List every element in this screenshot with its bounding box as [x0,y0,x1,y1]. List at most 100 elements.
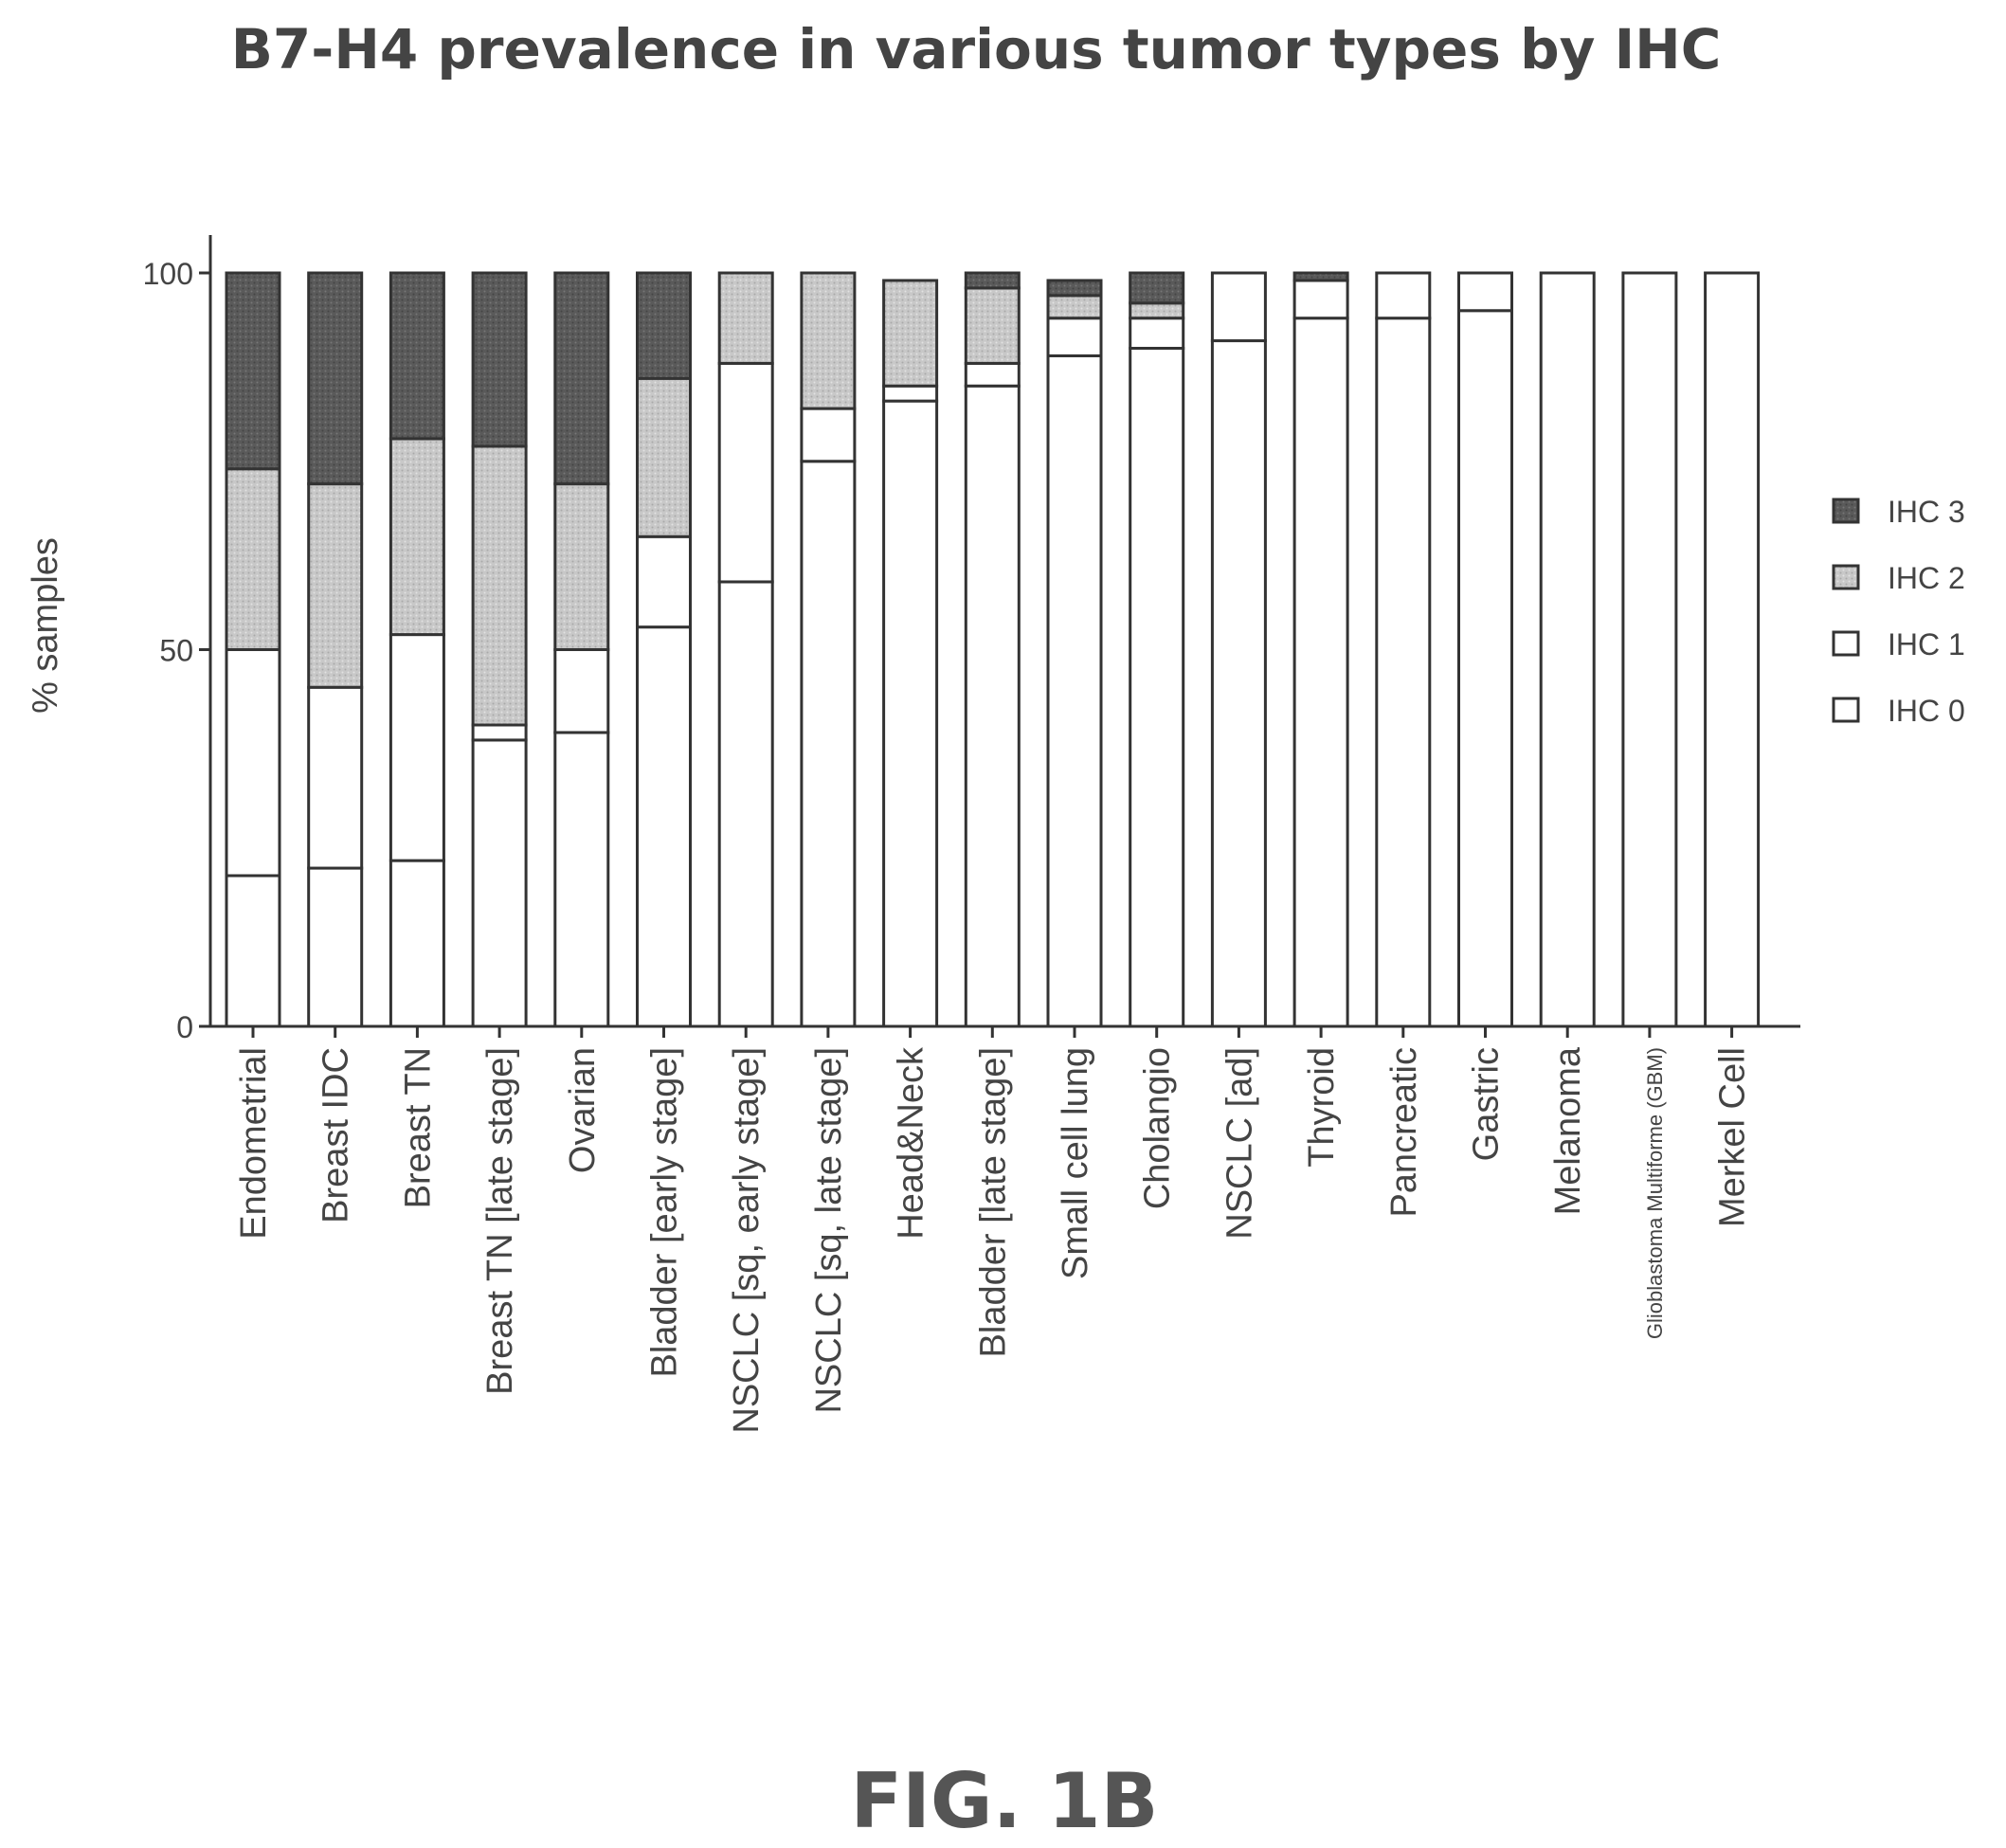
bar-segment-ihc-3 [307,271,364,486]
bar-segment-ihc-1 [471,723,528,742]
bar-segment-ihc-3 [553,271,610,486]
bar-segment-ihc-0 [471,738,528,1028]
bar-segment-ihc-0 [1704,271,1761,1028]
bar-stack [1704,271,1761,1028]
bar-stack [553,271,610,1028]
bar-segment-ihc-2 [717,271,774,365]
bar-segment-ihc-3 [964,271,1021,290]
x-tick-label: Endometrial [234,1047,274,1240]
bar-segment-ihc-3 [1292,271,1349,282]
x-tick-label: Breast TN [398,1047,438,1208]
bar-stack [882,279,939,1028]
bar-segment-ihc-0 [882,399,939,1028]
bar-segment-ihc-3 [1046,279,1103,298]
bar-segment-ihc-0 [1210,339,1267,1028]
bar-stack [1129,271,1185,1028]
x-tick-label: Ovarian [563,1047,603,1173]
bar-segment-ihc-1 [800,407,857,463]
bar-segment-ihc-2 [389,437,445,637]
x-tick-label: NSCLC [ad] [1220,1047,1259,1240]
legend: IHC 3 IHC 2 IHC 1 IHC 0 [1832,495,1965,728]
bar-segment-ihc-1 [1375,271,1432,320]
x-tick-label: NSCLC [sq, late stage] [809,1047,849,1414]
figure-caption: FIG. 1B [851,1757,1159,1845]
bar-stack [471,271,528,1028]
legend-label: IHC 1 [1888,627,1965,661]
bar-segment-ihc-0 [964,384,1021,1028]
bar-segment-ihc-2 [636,376,692,538]
bar-segment-ihc-0 [1046,353,1103,1028]
bar-segment-ihc-2 [1129,301,1185,320]
bar-segment-ihc-1 [1292,279,1349,320]
bar-segment-ihc-2 [471,444,528,727]
bar-stack [1292,271,1349,1028]
bar-segment-ihc-0 [1457,309,1513,1028]
bar-segment-ihc-0 [1621,271,1678,1028]
x-tick-label: Breast IDC [316,1047,356,1223]
x-tick-label: Gastric [1467,1047,1507,1161]
x-tick-label: Merkel Cell [1713,1047,1753,1227]
bar-segment-ihc-2 [800,271,857,410]
bar-stack [1046,279,1103,1028]
plot-area: 0 50 100 Endometrial Breast IDC Breast TN Brea… [143,235,1800,1434]
x-tick-label: NSCLC [sq, early stage] [727,1047,767,1434]
bar-segment-ihc-1 [307,685,364,870]
bar-segment-ihc-0 [800,460,857,1028]
bar-segment-ihc-0 [1292,317,1349,1028]
bar-segment-ihc-1 [636,534,692,629]
bar-stack [225,271,281,1028]
bar-stack [1539,271,1596,1028]
bar-segment-ihc-2 [964,286,1021,365]
bar-stack [389,271,445,1028]
bar-segment-ihc-0 [225,874,281,1028]
x-tick-label: Pancreatic [1384,1047,1424,1218]
legend-swatch-ihc-0 [1832,697,1860,723]
bar-segment-ihc-2 [1046,294,1103,320]
bar-segment-ihc-0 [1129,347,1185,1028]
x-tick-label: Cholangio [1138,1047,1178,1209]
y-tick-label: 50 [159,634,193,668]
chart-title: B7-H4 prevalence in various tumor types … [231,17,1722,82]
bar-segment-ihc-2 [882,279,939,388]
bar-segment-ihc-0 [717,580,774,1028]
x-tick-label: Bladder [late stage] [973,1047,1013,1357]
x-tick-label: Bladder [early stage] [645,1047,685,1378]
x-tick-label: Small cell lung [1056,1047,1095,1279]
bar-segment-ihc-1 [389,633,445,862]
legend-label: IHC 3 [1888,495,1965,529]
bar-stack [717,271,774,1028]
legend-swatch-ihc-3 [1832,498,1860,524]
legend-label: IHC 0 [1888,694,1965,728]
legend-label: IHC 2 [1888,561,1965,595]
bar-segment-ihc-1 [553,648,610,734]
bar-segment-ihc-3 [636,271,692,380]
bar-segment-ihc-1 [964,361,1021,388]
bar-segment-ihc-3 [225,271,281,471]
bar-segment-ihc-1 [882,384,939,403]
bar-segment-ihc-1 [225,648,281,878]
bar-segment-ihc-1 [717,361,774,584]
bar-stack [307,271,364,1028]
bar-segment-ihc-2 [307,482,364,689]
bar-stack [1210,271,1267,1028]
bar-segment-ihc-3 [471,271,528,448]
x-tick-label: Glioblastoma Multiforme (GBM) [1643,1047,1667,1339]
bar-segment-ihc-1 [1210,271,1267,343]
bar-segment-ihc-0 [389,859,445,1028]
bar-segment-ihc-3 [389,271,445,441]
y-axis-label: % samples [26,537,65,714]
bar-segment-ihc-0 [553,731,610,1028]
bar-stack [1457,271,1513,1028]
legend-swatch-ihc-1 [1832,630,1860,657]
x-tick-label: Breast TN [late stage] [480,1047,520,1395]
bar-stack [1375,271,1432,1028]
bar-segment-ihc-2 [553,482,610,651]
bar-segment-ihc-0 [307,866,364,1028]
bar-stack [964,271,1021,1028]
bar-segment-ihc-2 [225,467,281,652]
bar-segment-ihc-0 [1539,271,1596,1028]
legend-swatch-ihc-2 [1832,564,1860,590]
bar-segment-ihc-0 [1375,317,1432,1028]
y-tick-label: 100 [143,257,193,291]
